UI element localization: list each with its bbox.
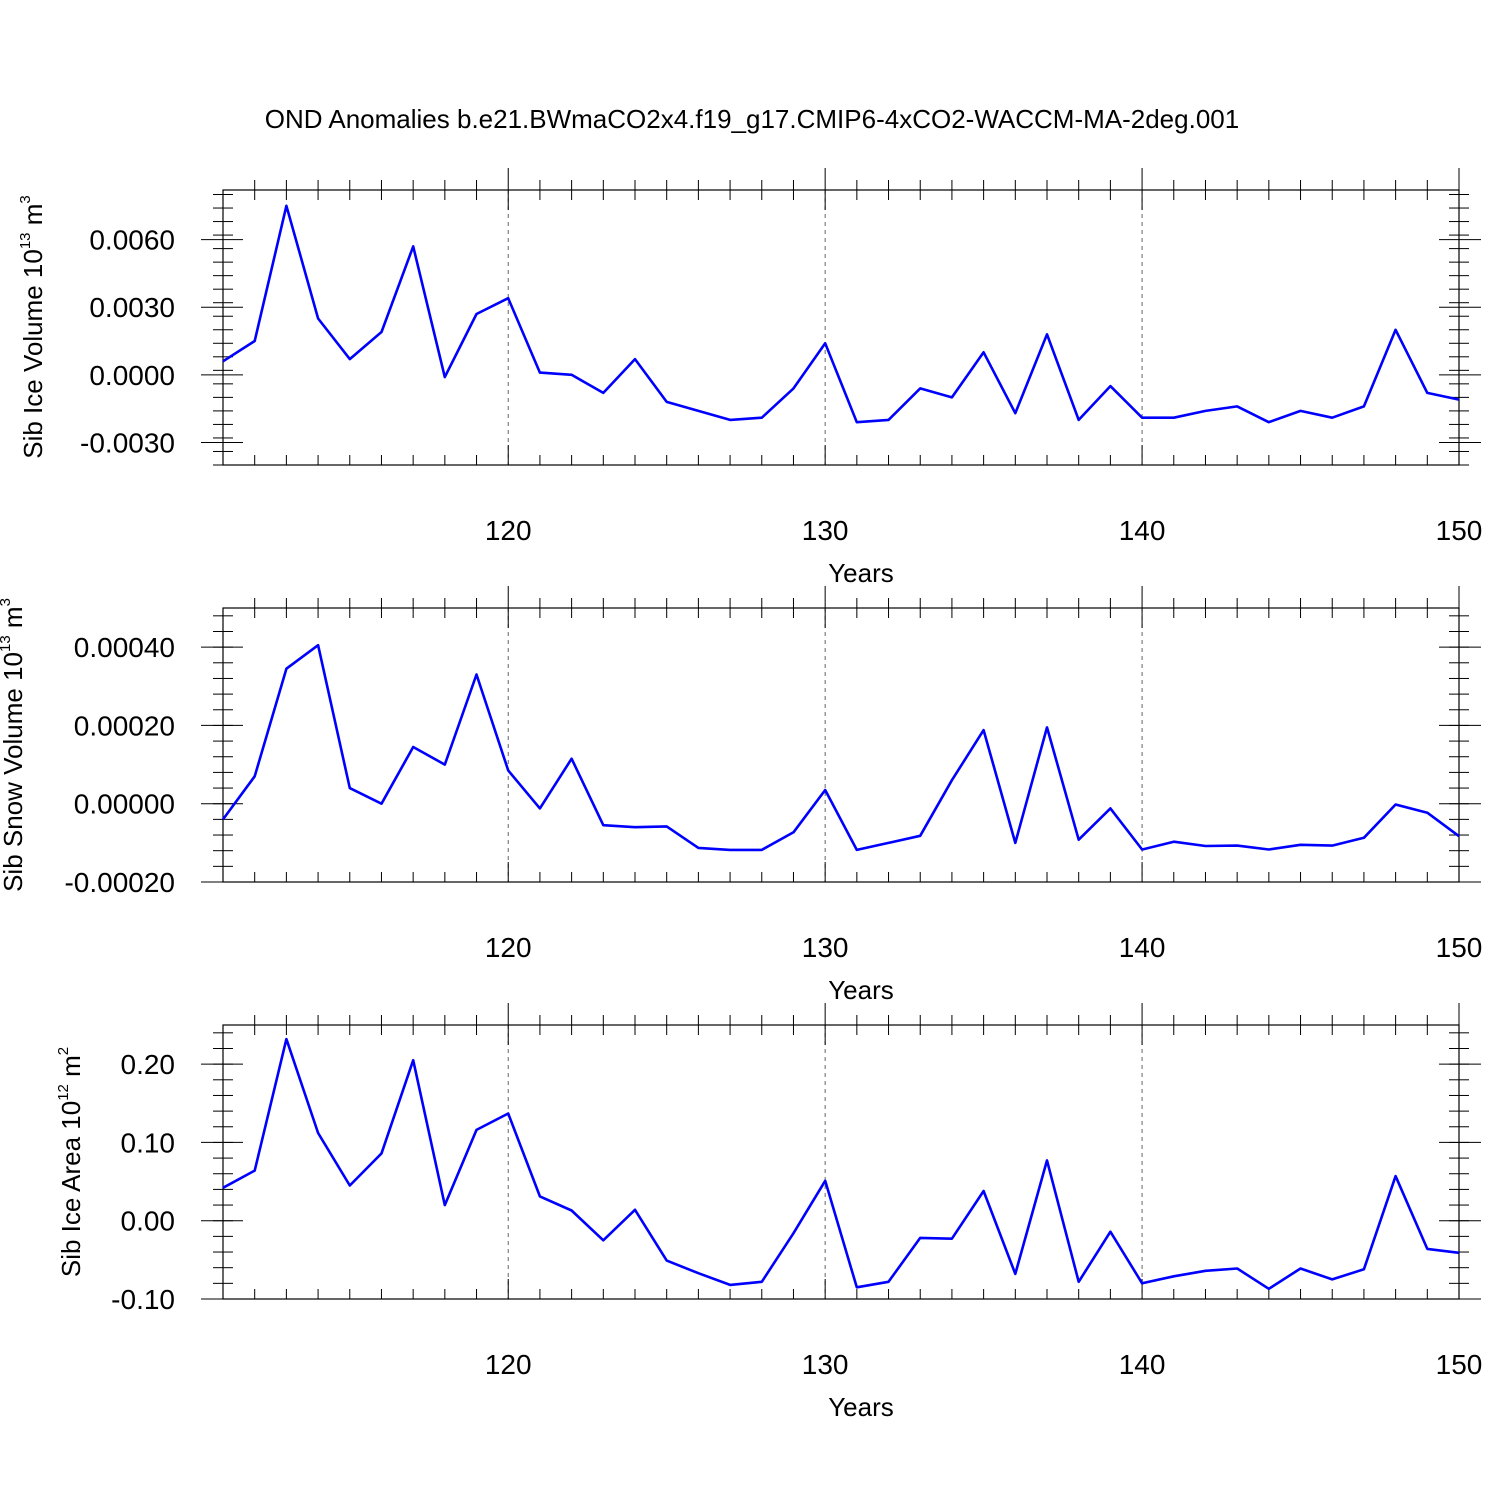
- y-tick-label: 0.20: [121, 1049, 176, 1080]
- plot-frame: [222, 607, 1460, 883]
- x-tick-label: 130: [802, 932, 849, 963]
- y-axis-title-unit-exponent: 3: [17, 195, 34, 203]
- plot-frame: [222, 1024, 1460, 1300]
- y-tick-label: 0.0030: [89, 292, 175, 323]
- y-tick-label: 0.0060: [89, 225, 175, 256]
- y-axis-title-unit: m: [0, 606, 28, 635]
- y-axis-title-unit: m: [18, 204, 48, 233]
- x-axis-title: Years: [828, 1392, 894, 1422]
- y-axis-title: Sib Snow Volume 1013 m3: [0, 598, 28, 892]
- y-tick-label: -0.10: [111, 1284, 175, 1315]
- data-series-line: [222, 1037, 1460, 1291]
- y-axis-title-unit-exponent: 3: [0, 598, 14, 606]
- y-axis-title-text: Sib Ice Volume 10: [18, 249, 48, 459]
- x-axis-title: Years: [828, 975, 894, 1005]
- y-axis-title-exponent: 12: [55, 1084, 72, 1101]
- y-axis-title: Sib Ice Area 1012 m2: [55, 1047, 86, 1277]
- y-tick-label: 0.00: [121, 1206, 176, 1237]
- y-tick-label: 0.00000: [74, 789, 175, 820]
- y-tick-label: 0.0000: [89, 360, 175, 391]
- y-axis-title-exponent: 13: [0, 635, 14, 652]
- y-tick-label: -0.00020: [64, 867, 175, 898]
- x-tick-label: 140: [1119, 932, 1166, 963]
- data-series-line: [221, 643, 1460, 852]
- x-tick-label: 120: [485, 1349, 532, 1380]
- panel-sib-snow-volume: 120 130 140 150 0.00040 0.00020 0.00000 -0.0002…: [0, 586, 1482, 1005]
- x-tick-label: 150: [1436, 932, 1483, 963]
- x-tick-label: 130: [802, 515, 849, 546]
- data-series-line: [222, 204, 1460, 424]
- x-tick-label: 120: [485, 932, 532, 963]
- chart-title: OND Anomalies b.e21.BWmaCO2x4.f19_g17.CM…: [265, 104, 1239, 134]
- y-tick-label: 0.00040: [74, 632, 175, 663]
- x-tick-label: 150: [1436, 1349, 1483, 1380]
- x-tick-label: 150: [1436, 515, 1483, 546]
- x-tick-label: 120: [485, 515, 532, 546]
- x-tick-label: 130: [802, 1349, 849, 1380]
- y-axis-title-unit: m: [56, 1055, 86, 1084]
- y-axis-title-unit-exponent: 2: [55, 1047, 72, 1055]
- y-axis-title: Sib Ice Volume 1013 m3: [17, 195, 48, 459]
- y-tick-label: 0.00020: [74, 710, 175, 741]
- y-axis-title-text: Sib Ice Area 10: [56, 1101, 86, 1277]
- x-tick-label: 140: [1119, 1349, 1166, 1380]
- x-axis-title: Years: [828, 558, 894, 588]
- y-axis-title-text: Sib Snow Volume 10: [0, 652, 28, 892]
- panel-sib-ice-area: 120 130 140 150 0.20 0.10 0.00 -0.10 Years Sib Ic…: [55, 1003, 1482, 1422]
- y-tick-label: -0.0030: [80, 427, 175, 458]
- x-tick-label: 140: [1119, 515, 1166, 546]
- y-axis-title-exponent: 13: [17, 232, 34, 249]
- panel-sib-ice-volume: 120 130 140 150 0.0060 0.0030 0.0000 -0.0030 Yea…: [17, 168, 1482, 588]
- plot-frame: [222, 189, 1460, 466]
- y-tick-label: 0.10: [121, 1127, 176, 1158]
